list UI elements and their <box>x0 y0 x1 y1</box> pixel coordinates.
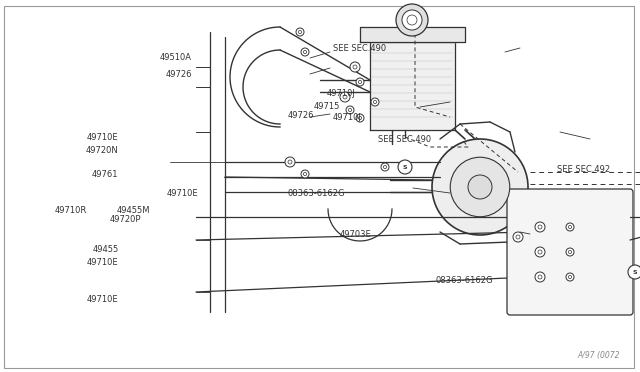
Circle shape <box>535 222 545 232</box>
Text: A/97 (0072: A/97 (0072 <box>577 351 620 360</box>
Circle shape <box>566 248 574 256</box>
Circle shape <box>628 265 640 279</box>
Text: 49720P: 49720P <box>109 215 141 224</box>
Circle shape <box>303 50 307 54</box>
Text: 49710E: 49710E <box>87 133 118 142</box>
Circle shape <box>538 225 542 229</box>
Text: 49710J: 49710J <box>333 113 362 122</box>
Circle shape <box>568 250 572 254</box>
Circle shape <box>381 163 389 171</box>
Circle shape <box>350 62 360 72</box>
Circle shape <box>301 48 309 56</box>
Text: 49455: 49455 <box>92 245 118 254</box>
Circle shape <box>566 223 574 231</box>
Text: 49703E: 49703E <box>339 230 371 239</box>
Circle shape <box>296 28 304 36</box>
Text: SEE SEC.490: SEE SEC.490 <box>378 135 431 144</box>
Circle shape <box>396 4 428 36</box>
Circle shape <box>358 116 362 120</box>
Circle shape <box>566 273 574 281</box>
Circle shape <box>301 170 309 178</box>
Circle shape <box>402 10 422 30</box>
Text: SEE SEC.490: SEE SEC.490 <box>333 44 386 53</box>
Circle shape <box>535 272 545 282</box>
Circle shape <box>343 95 347 99</box>
Circle shape <box>348 108 351 112</box>
Circle shape <box>450 157 509 217</box>
Text: 49710E: 49710E <box>167 189 198 198</box>
Text: 49726: 49726 <box>166 70 192 79</box>
Circle shape <box>538 250 542 254</box>
Circle shape <box>516 235 520 239</box>
Circle shape <box>356 78 364 86</box>
Text: 49720N: 49720N <box>86 146 118 155</box>
Text: 49455M: 49455M <box>117 206 150 215</box>
Text: SEE SEC.492: SEE SEC.492 <box>557 165 610 174</box>
Text: S: S <box>633 269 637 275</box>
Circle shape <box>298 31 301 33</box>
Circle shape <box>373 100 376 103</box>
Text: 49710R: 49710R <box>54 206 86 215</box>
Circle shape <box>356 114 364 122</box>
Text: 49710J: 49710J <box>326 89 355 97</box>
Circle shape <box>288 160 292 164</box>
Polygon shape <box>360 27 465 42</box>
Circle shape <box>303 172 307 176</box>
Polygon shape <box>370 42 455 130</box>
Circle shape <box>432 139 528 235</box>
Circle shape <box>538 275 542 279</box>
Circle shape <box>371 98 379 106</box>
Circle shape <box>407 15 417 25</box>
Circle shape <box>468 175 492 199</box>
Circle shape <box>346 106 354 114</box>
FancyBboxPatch shape <box>507 189 633 315</box>
Circle shape <box>513 232 523 242</box>
Text: 49715: 49715 <box>314 102 340 110</box>
Circle shape <box>383 166 387 169</box>
Text: 49726: 49726 <box>288 111 314 120</box>
Text: 08363-6162G: 08363-6162G <box>435 276 493 285</box>
Text: 49710E: 49710E <box>87 258 118 267</box>
Text: 49710E: 49710E <box>87 295 118 304</box>
Text: 49761: 49761 <box>92 170 118 179</box>
Text: S: S <box>403 164 407 170</box>
Circle shape <box>285 157 295 167</box>
Circle shape <box>398 160 412 174</box>
Circle shape <box>568 225 572 229</box>
Text: 08363-6162G: 08363-6162G <box>288 189 346 198</box>
Circle shape <box>340 92 350 102</box>
Text: 49510A: 49510A <box>160 53 192 62</box>
Circle shape <box>535 247 545 257</box>
Circle shape <box>353 65 357 69</box>
Circle shape <box>358 80 362 84</box>
Circle shape <box>568 275 572 279</box>
